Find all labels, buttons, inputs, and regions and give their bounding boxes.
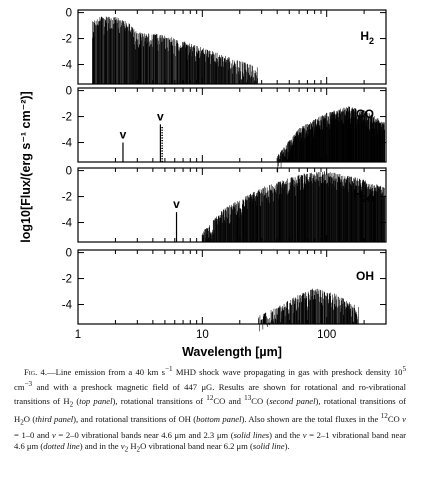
figure: 0-2-4H20-2-4CO0-2-4H2O0-2-4OHvvv11010010…	[19, 8, 387, 359]
y-tick-label: -4	[62, 218, 73, 230]
panel-label: H2	[360, 29, 374, 46]
panel-frame	[77, 249, 387, 325]
y-tick-label: 0	[66, 8, 72, 20]
x-tick-label: 10	[196, 329, 209, 341]
vibrational-band-marker: v	[120, 128, 127, 142]
panel-label: OH	[356, 269, 374, 283]
caption-paragraph: Fig. 4.—Line emission from a 40 km s−1 M…	[14, 365, 407, 455]
vibrational-band-marker: v	[157, 109, 164, 123]
x-tick-label: 1	[75, 329, 81, 341]
y-tick-label: -2	[62, 34, 72, 46]
y-tick-label: -4	[62, 60, 73, 72]
panel-label: CO	[356, 107, 374, 121]
caption-fig-label: Fig. 4.	[24, 366, 47, 377]
panel-frame	[77, 87, 387, 163]
y-tick-label: -2	[62, 192, 72, 204]
figure-caption: Fig. 4.—Line emission from a 40 km s−1 M…	[14, 364, 406, 457]
y-tick-label: 0	[66, 166, 72, 178]
y-tick-label: -4	[62, 300, 73, 312]
y-tick-label: -2	[62, 274, 72, 286]
y-axis-label: log10[Flux/(erg s⁻¹ cm⁻²)]	[19, 91, 33, 242]
line-emission-chart: 0-2-4H20-2-4CO0-2-4H2O0-2-4OHvvv11010010…	[19, 8, 387, 359]
y-tick-label: 0	[66, 248, 72, 260]
x-axis-label: Wavelength [µm]	[182, 345, 282, 359]
y-tick-label: 0	[66, 86, 72, 98]
x-tick-label: 100	[317, 329, 336, 341]
y-tick-label: -2	[62, 112, 72, 124]
vibrational-band-marker: v	[173, 197, 180, 211]
y-tick-label: -4	[62, 138, 73, 150]
